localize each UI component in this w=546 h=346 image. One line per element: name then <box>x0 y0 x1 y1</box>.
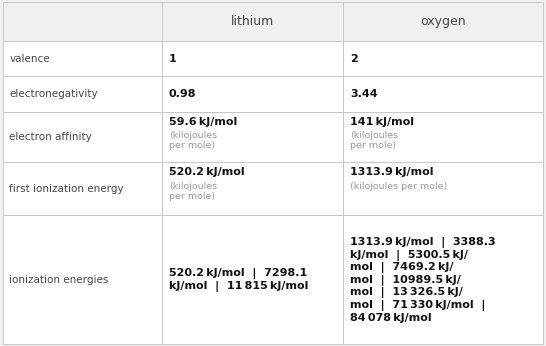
Text: 1313.9 kJ/mol: 1313.9 kJ/mol <box>350 167 434 177</box>
Bar <box>3 2 162 41</box>
Bar <box>3 162 162 216</box>
Text: first ionization energy: first ionization energy <box>9 184 124 194</box>
Bar <box>343 162 543 216</box>
Text: (kilojoules per mole): (kilojoules per mole) <box>350 182 447 191</box>
Text: valence: valence <box>9 54 50 64</box>
Bar <box>343 216 543 344</box>
Text: (kilojoules
per mole): (kilojoules per mole) <box>350 131 398 151</box>
Bar <box>343 112 543 162</box>
Bar <box>162 41 343 76</box>
Text: 0.98: 0.98 <box>169 89 196 99</box>
Text: lithium: lithium <box>231 15 274 28</box>
Bar <box>162 162 343 216</box>
Bar <box>162 216 343 344</box>
Bar <box>343 41 543 76</box>
Text: electron affinity: electron affinity <box>9 132 92 142</box>
Text: 1: 1 <box>169 54 176 64</box>
Bar <box>3 41 162 76</box>
Text: (kilojoules
per mole): (kilojoules per mole) <box>169 131 217 151</box>
Text: 59.6 kJ/mol: 59.6 kJ/mol <box>169 117 237 127</box>
Bar <box>343 76 543 112</box>
Text: 141 kJ/mol: 141 kJ/mol <box>350 117 414 127</box>
Text: (kilojoules
per mole): (kilojoules per mole) <box>169 182 217 201</box>
Text: 520.2 kJ/mol  |  7298.1
kJ/mol  |  11 815 kJ/mol: 520.2 kJ/mol | 7298.1 kJ/mol | 11 815 kJ… <box>169 268 308 292</box>
Text: 520.2 kJ/mol: 520.2 kJ/mol <box>169 167 245 177</box>
Bar <box>3 112 162 162</box>
Text: electronegativity: electronegativity <box>9 89 98 99</box>
Text: ionization energies: ionization energies <box>9 275 109 285</box>
Text: 2: 2 <box>350 54 358 64</box>
Bar <box>3 216 162 344</box>
Text: 3.44: 3.44 <box>350 89 377 99</box>
Bar <box>343 2 543 41</box>
Bar <box>162 112 343 162</box>
Text: oxygen: oxygen <box>420 15 466 28</box>
Bar <box>3 76 162 112</box>
Text: 1313.9 kJ/mol  |  3388.3
kJ/mol  |  5300.5 kJ/
mol  |  7469.2 kJ/
mol  |  10989.: 1313.9 kJ/mol | 3388.3 kJ/mol | 5300.5 k… <box>350 237 495 323</box>
Bar <box>162 76 343 112</box>
Bar <box>162 2 343 41</box>
